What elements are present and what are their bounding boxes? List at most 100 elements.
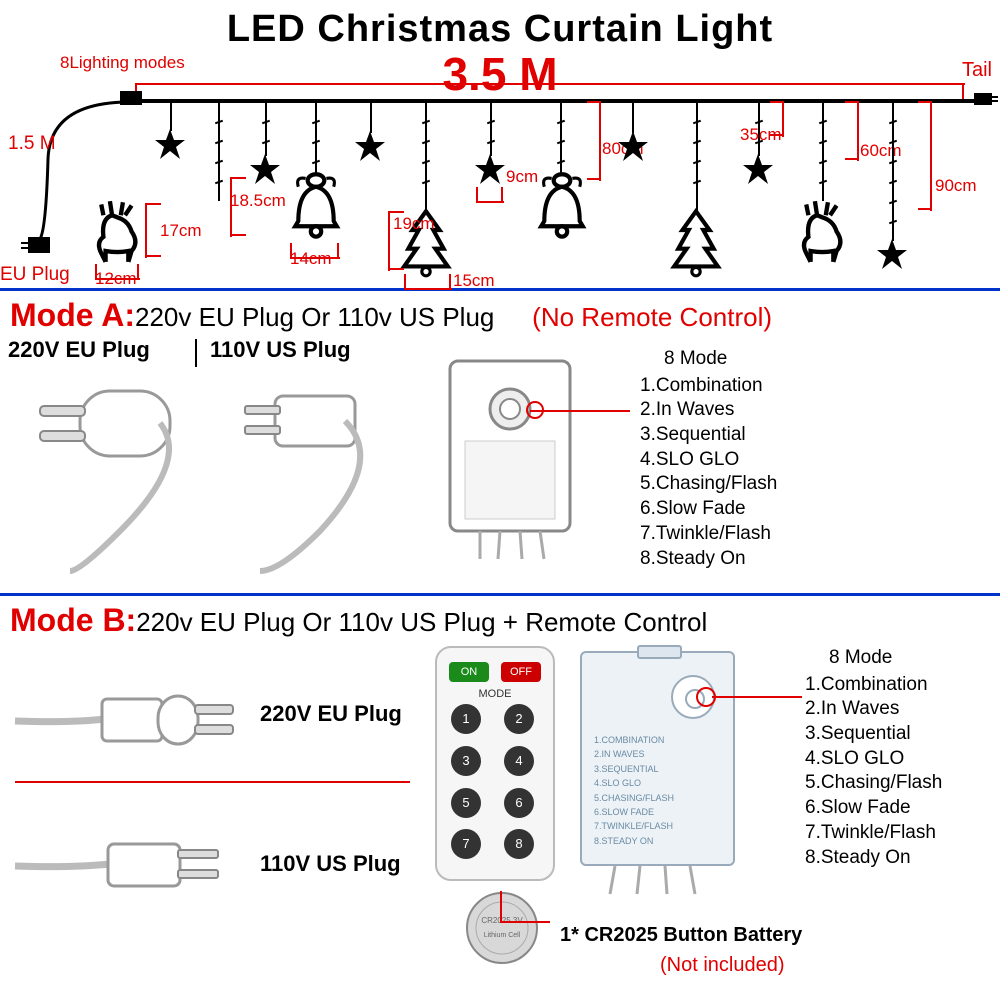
remote-buttons: 1 2 3 4 5 6 7 8: [451, 704, 539, 861]
deer-icon: [90, 199, 145, 264]
coin-battery-icon: CR2025 3V Lithium Cell: [465, 891, 540, 966]
list-item: 4.SLO GLO: [640, 448, 777, 473]
mode-a-desc: 220v EU Plug Or 110v US Plug: [135, 302, 494, 332]
mode-b-desc: 220v EU Plug Or 110v US Plug + Remote Co…: [136, 607, 707, 637]
list-item: 6.Slow Fade: [640, 497, 777, 522]
eu-plug-icon: [20, 371, 190, 571]
dim-bracket: [918, 101, 932, 211]
drop-line: [425, 101, 427, 211]
remote-mode-8: 8: [504, 829, 534, 859]
bell-w-label: 14cm: [290, 249, 332, 269]
eu-plug-label: EU Plug: [0, 264, 70, 286]
controller-text: 1.COMBINATION2.IN WAVES3.SEQUENTIAL4.SLO…: [594, 733, 721, 848]
us-plug-b-label: 110V US Plug: [260, 851, 401, 877]
mode-b-modes-list: 8 Mode 1.Combination 2.In Waves 3.Sequen…: [805, 646, 942, 870]
callout-line: [500, 921, 550, 923]
eu-plug-b-icon: [10, 651, 250, 771]
list-item: 7.Twinkle/Flash: [805, 821, 942, 846]
drop-line: [265, 101, 267, 156]
deer-h-label: 17cm: [160, 221, 202, 241]
drop90-label: 90cm: [935, 176, 977, 196]
not-included-note: (Not included): [660, 954, 785, 977]
drop-line: [892, 101, 894, 241]
remote-mode-1: 1: [451, 704, 481, 734]
star-w-label: 9cm: [506, 167, 538, 187]
lead-length-label: 1.5 M: [8, 133, 56, 155]
main-title: LED Christmas Curtain Light: [0, 0, 1000, 51]
drop-line: [170, 101, 172, 131]
bell-h-label: 18.5cm: [230, 191, 286, 211]
us-plug-label: 110V US Plug: [210, 337, 351, 363]
callout-line: [530, 410, 630, 412]
drop35-label: 35cm: [740, 125, 782, 145]
svg-text:Lithium Cell: Lithium Cell: [484, 932, 521, 939]
modes-title: 8 Mode: [640, 347, 777, 372]
bell-icon: [290, 174, 342, 239]
mode-b-section: Mode B:220v EU Plug Or 110v US Plug + Re…: [0, 596, 1000, 991]
remote-mode-6: 6: [504, 788, 534, 818]
eu-plug-label: 220V EU Plug: [8, 337, 150, 363]
modes-title: 8 Mode: [805, 646, 942, 671]
star-icon: [877, 239, 907, 269]
drop-line: [696, 101, 698, 211]
drop-line: [490, 101, 492, 156]
remote-mode-5: 5: [451, 788, 481, 818]
controller-a-icon: [440, 351, 570, 541]
list-item: 2.In Waves: [640, 398, 777, 423]
drop-line: [822, 101, 824, 201]
list-item: 8.Steady On: [805, 846, 942, 871]
bell-icon: [536, 174, 588, 239]
deer-w-label: 12cm: [95, 269, 137, 289]
list-item: 7.Twinkle/Flash: [640, 522, 777, 547]
deer-icon: [795, 199, 850, 264]
list-item: 1.Combination: [640, 374, 777, 399]
divider: [195, 339, 197, 367]
controller-b-icon: 1.COMBINATION2.IN WAVES3.SEQUENTIAL4.SLO…: [580, 651, 735, 866]
eu-plug-b-label: 220V EU Plug: [260, 701, 402, 727]
mode-a-extra: (No Remote Control): [532, 302, 772, 332]
star-icon: [155, 129, 185, 159]
drop-line: [632, 101, 634, 133]
mode-a-section: Mode A:220v EU Plug Or 110v US Plug (No …: [0, 291, 1000, 596]
drop-line: [218, 101, 220, 201]
diagram-section: 8Lighting modes Tail 3.5 M 1.5 M EU Plug: [0, 51, 1000, 291]
remote-on-button: ON: [449, 662, 489, 682]
dim-bracket: [845, 101, 859, 161]
mode-b-header: Mode B:220v EU Plug Or 110v US Plug + Re…: [10, 602, 990, 639]
tree-w-label: 15cm: [453, 271, 495, 291]
us-plug-b-icon: [10, 806, 250, 926]
drop-line: [370, 101, 372, 133]
mode-b-name: Mode B:: [10, 602, 136, 638]
tail-plug-icon: [974, 91, 998, 107]
star-icon: [355, 131, 385, 161]
callout-circle-icon: [525, 401, 545, 421]
dim-bracket: [476, 189, 504, 203]
drop60-label: 60cm: [860, 141, 902, 161]
callout-line: [712, 696, 802, 698]
drop-line: [315, 101, 317, 176]
controller-tab: [637, 645, 682, 659]
remote-mode-label: MODE: [437, 688, 553, 700]
list-item: 4.SLO GLO: [805, 747, 942, 772]
mode-a-header: Mode A:220v EU Plug Or 110v US Plug (No …: [10, 297, 990, 334]
controller-wires-icon: [595, 866, 725, 896]
callout-line: [500, 891, 502, 921]
list-item: 8.Steady On: [640, 547, 777, 572]
tree-icon: [670, 209, 722, 277]
dim-bracket: [145, 203, 159, 258]
divider: [15, 781, 410, 783]
us-plug-icon: [220, 371, 390, 571]
remote-mode-3: 3: [451, 746, 481, 776]
list-item: 3.Sequential: [805, 722, 942, 747]
product-infographic: LED Christmas Curtain Light 8Lighting mo…: [0, 0, 1000, 1000]
callout-circle-icon: [695, 686, 717, 708]
remote-icon: ON OFF MODE 1 2 3 4 5 6 7 8: [435, 646, 555, 881]
mode-a-modes-list: 8 Mode 1.Combination 2.In Waves 3.Sequen…: [640, 347, 777, 571]
star-icon: [475, 154, 505, 184]
star-icon: [743, 154, 773, 184]
remote-mode-4: 4: [504, 746, 534, 776]
mode-a-name: Mode A:: [10, 297, 135, 333]
list-item: 5.Chasing/Flash: [640, 472, 777, 497]
list-item: 5.Chasing/Flash: [805, 771, 942, 796]
list-item: 3.Sequential: [640, 423, 777, 448]
